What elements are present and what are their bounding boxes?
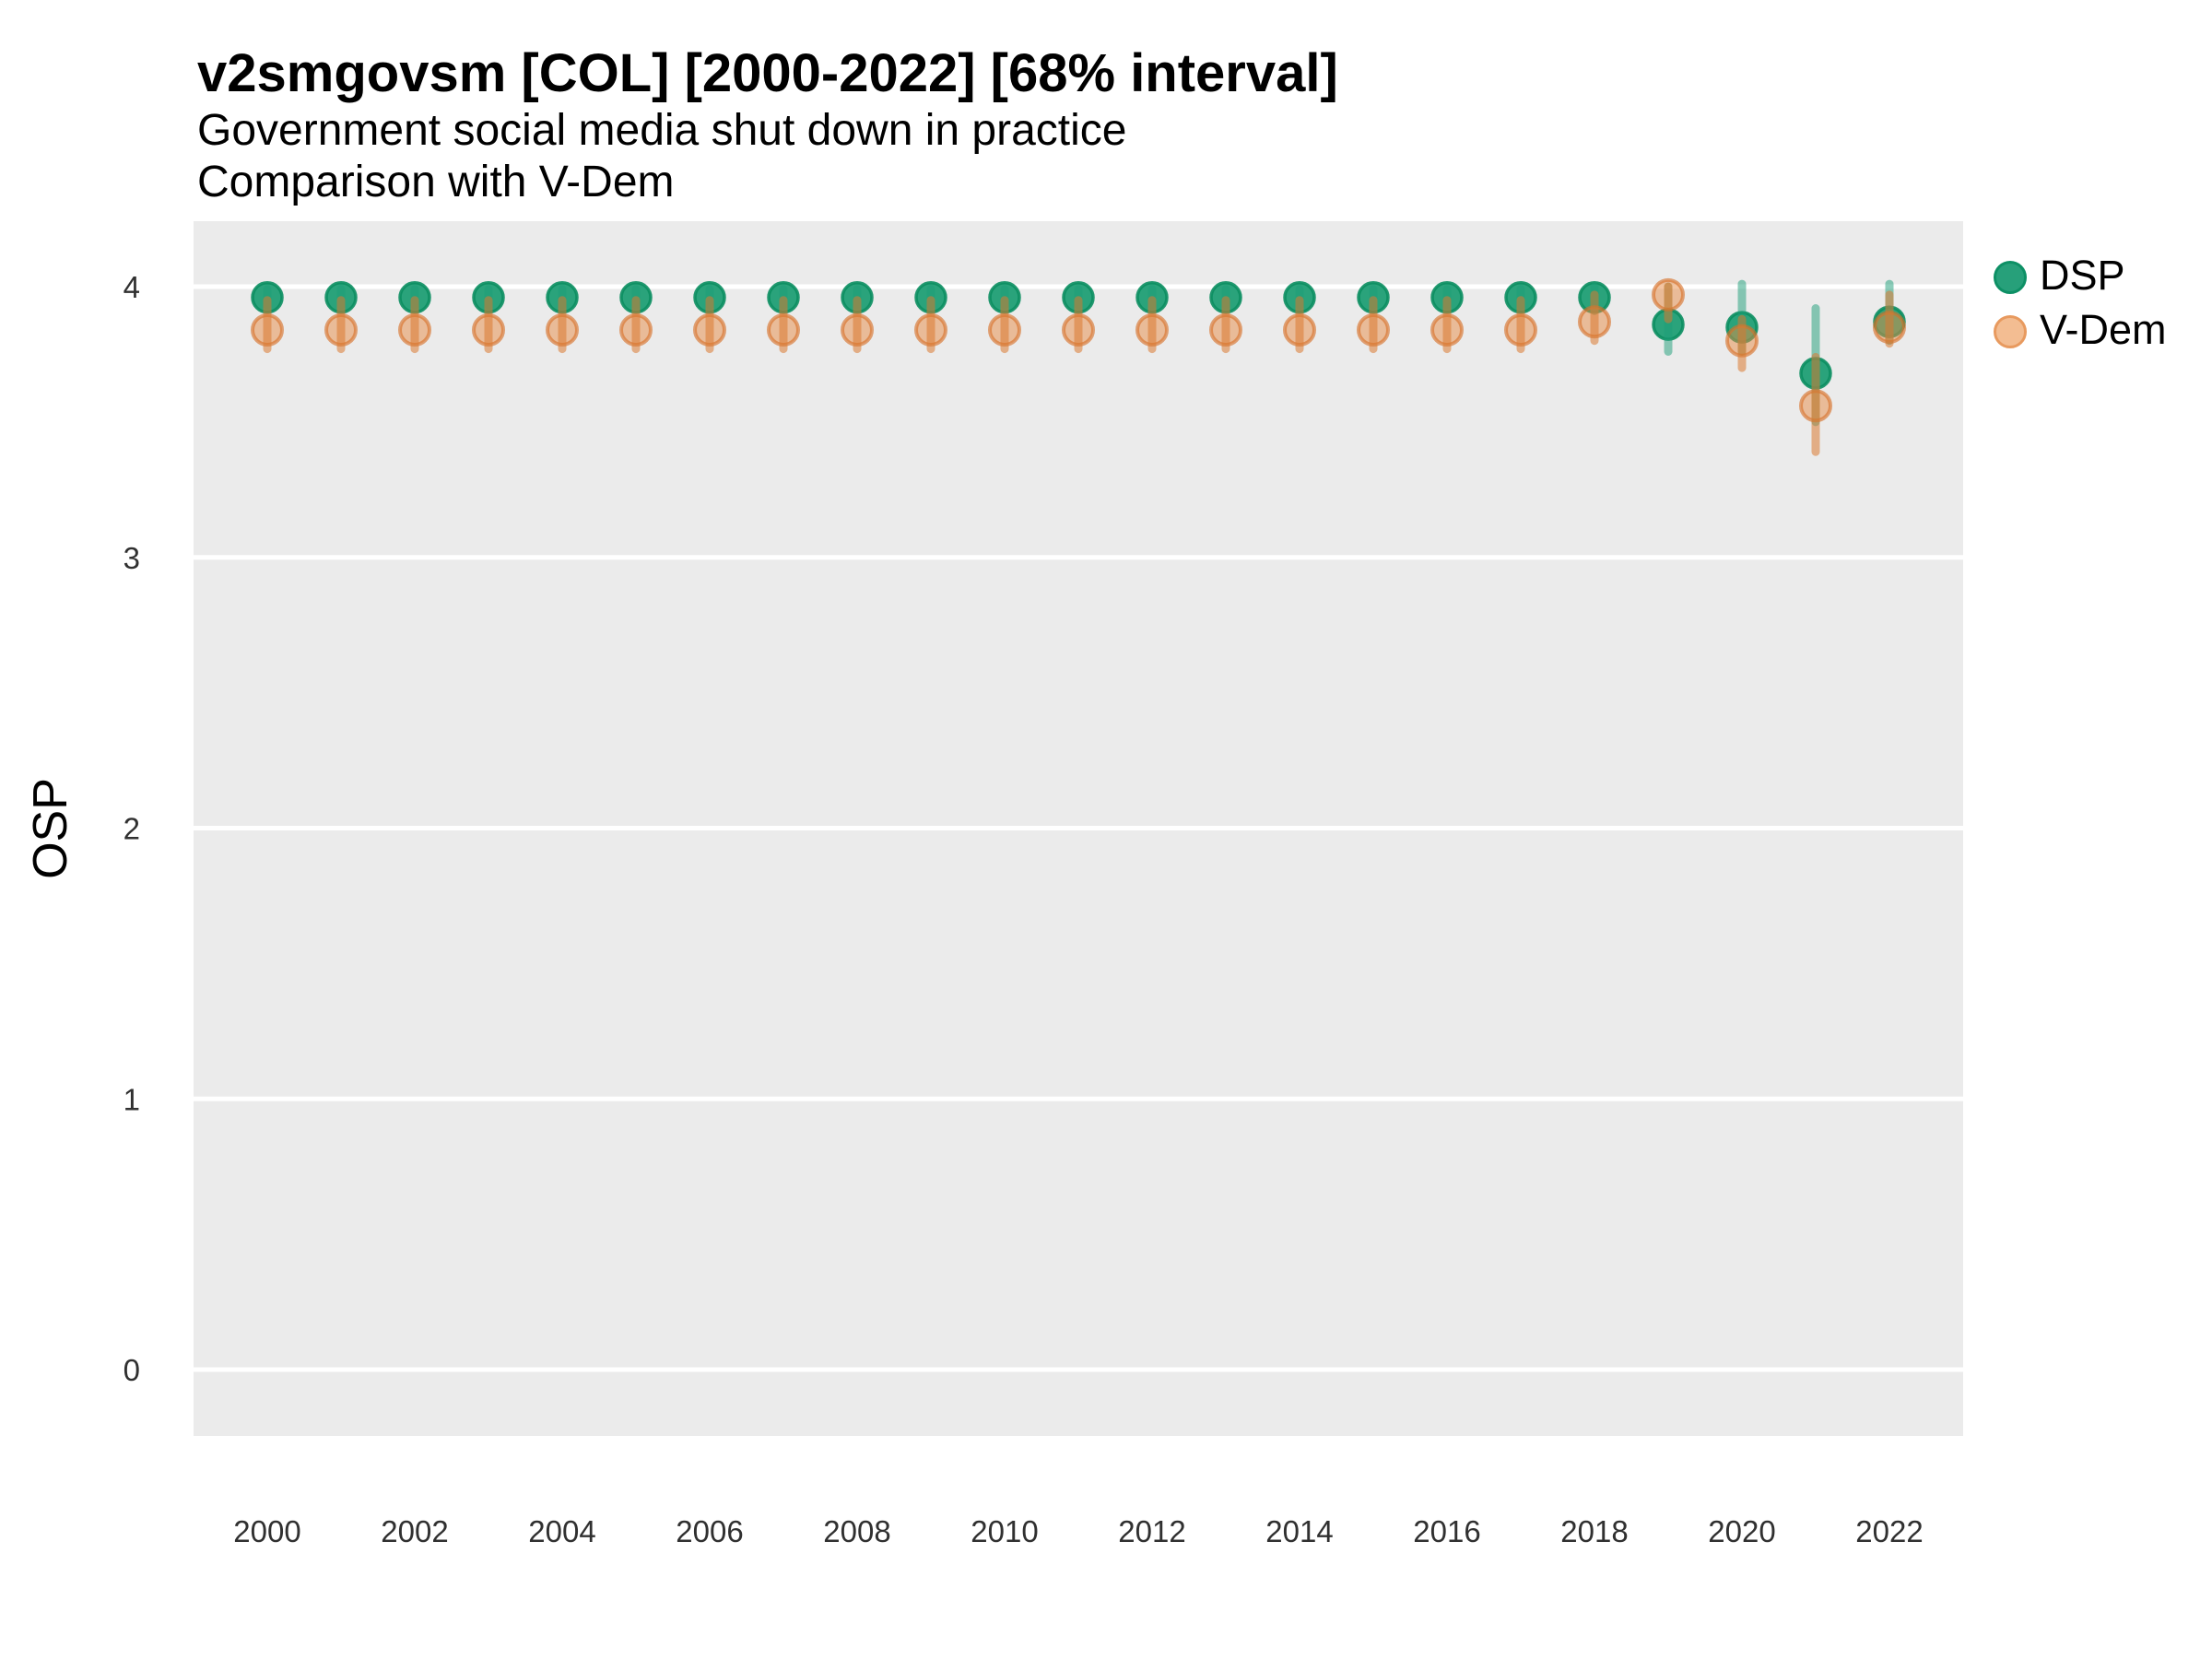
legend: DSP V-Dem — [1994, 254, 2167, 350]
x-tick-label: 2002 — [381, 1514, 448, 1548]
x-tick-label: 2020 — [1708, 1514, 1775, 1548]
y-tick-label: 1 — [124, 1082, 140, 1116]
legend-item-vdem: V-Dem — [1994, 309, 2167, 350]
x-tick-label: 2018 — [1560, 1514, 1628, 1548]
x-tick-label: 2006 — [676, 1514, 743, 1548]
x-tick-label: 2004 — [528, 1514, 595, 1548]
legend-label-vdem: V-Dem — [2040, 306, 2167, 353]
x-tick-label: 2022 — [1855, 1514, 1923, 1548]
y-tick-label: 4 — [124, 270, 140, 304]
x-tick-label: 2008 — [823, 1514, 890, 1548]
legend-dsp-swatch-icon — [1994, 260, 2027, 294]
x-tick-label: 2000 — [233, 1514, 300, 1548]
x-tick-label: 2010 — [971, 1514, 1038, 1548]
x-tick-label: 2016 — [1413, 1514, 1480, 1548]
x-tick-label: 2014 — [1265, 1514, 1333, 1548]
legend-item-dsp: DSP — [1994, 254, 2167, 296]
chart-title: v2smgovsm [COL] [2000-2022] [68% interva… — [197, 43, 1338, 103]
legend-label-dsp: DSP — [2040, 252, 2125, 299]
x-tick-label: 2012 — [1118, 1514, 1185, 1548]
legend-vdem-swatch-icon — [1994, 314, 2027, 348]
chart-subtitle-line1: Government social media shut down in pra… — [197, 106, 1127, 155]
y-tick-label: 2 — [124, 812, 140, 846]
y-tick-label: 0 — [124, 1353, 140, 1387]
y-tick-label: 3 — [124, 541, 140, 575]
chart-subtitle-line2: Comparison with V-Dem — [197, 158, 675, 206]
